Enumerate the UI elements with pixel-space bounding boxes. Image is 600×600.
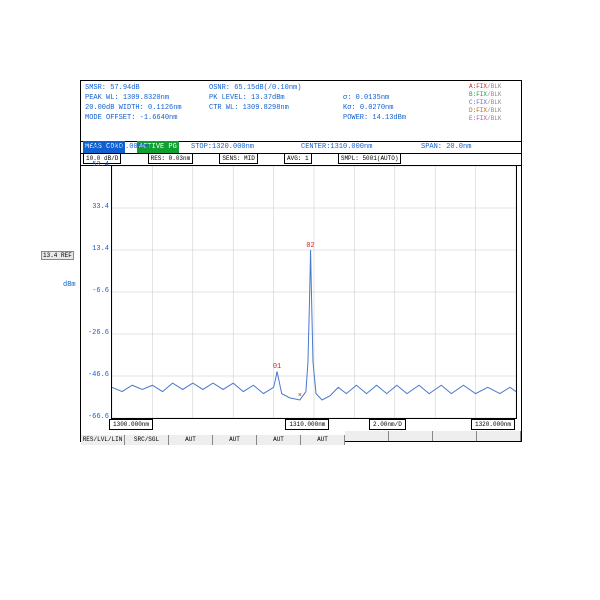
x-axis-bar: 1300.000nm 1310.000nm 2.00nm/D 1320.000n… xyxy=(81,419,521,431)
val: 1309.8298nm xyxy=(243,104,289,112)
avg-box[interactable]: AVG: 1 xyxy=(284,153,312,164)
softkey-row: RES/LVL/LINSRC/SGLAUTAUTAUTAUT xyxy=(81,431,521,441)
val: 0.0135nm xyxy=(356,94,390,102)
softkey[interactable]: SRC/SGL xyxy=(125,435,169,445)
sens-box[interactable]: SENS: MID xyxy=(219,153,257,164)
lbl: PEAK WL: xyxy=(85,94,119,102)
start: START:1300.000nm xyxy=(83,141,150,153)
x-center: 1310.000nm xyxy=(285,419,329,430)
val: 13.37dBm xyxy=(251,94,285,102)
x-right: 1320.000nm xyxy=(471,419,515,430)
lbl: POWER: xyxy=(343,114,368,122)
softkey[interactable]: AUT xyxy=(213,435,257,445)
softkey[interactable] xyxy=(345,431,389,441)
res-box[interactable]: RES: 0.03nm xyxy=(148,153,194,164)
val: 14.13dBm xyxy=(372,114,406,122)
span: SPAN: 20.0nm xyxy=(421,141,471,153)
softkey[interactable]: RES/LVL/LIN xyxy=(81,435,125,445)
marker: 01 xyxy=(273,363,281,371)
val: 65.15dB(/0.10nm) xyxy=(234,84,301,92)
center: CENTER:1310.000nm xyxy=(301,141,372,153)
y-unit: dBm xyxy=(63,281,76,289)
legend-item: C:FIX/BLK xyxy=(469,99,519,107)
marker: 02 xyxy=(306,242,314,250)
val: 0.0270nm xyxy=(360,104,394,112)
legend-item: D:FIX/BLK xyxy=(469,107,519,115)
x-left: 1300.000nm xyxy=(109,419,153,430)
legend-item: B:FIX/BLK xyxy=(469,91,519,99)
lbl: CTR WL: xyxy=(209,104,238,112)
hdr-col2: OSNR: 65.15dB(/0.10nm) PK LEVEL: 13.37dB… xyxy=(209,83,339,113)
ref-marker: 13.4 REF xyxy=(41,251,74,260)
lbl: 20.00dB WIDTH: xyxy=(85,104,144,112)
softkey[interactable]: AUT xyxy=(301,435,345,445)
x-perdiv: 2.00nm/D xyxy=(369,419,406,430)
lbl: MODE OFFSET: xyxy=(85,114,135,122)
val: -1.6640nm xyxy=(140,114,178,122)
y-tick: 33.4 xyxy=(81,203,109,211)
trace-legend: A:FIX/BLKB:FIX/BLKC:FIX/BLKD:FIX/BLKE:FI… xyxy=(469,83,519,123)
smpl-box[interactable]: SMPL: 5001(AUTO) xyxy=(338,153,402,164)
spectrum-plot: 01 02 × xyxy=(111,165,517,419)
y-tick: -46.6 xyxy=(81,371,109,379)
y-tick: 53.4 xyxy=(81,161,109,169)
legend-item: E:FIX/BLK xyxy=(469,115,519,123)
val: 1309.8320nm xyxy=(123,94,169,102)
lbl: Kσ: xyxy=(343,104,356,112)
softkey[interactable]: AUT xyxy=(169,435,213,445)
y-tick: -26.6 xyxy=(81,329,109,337)
stop: STOP:1320.000nm xyxy=(191,141,254,153)
softkey[interactable] xyxy=(389,431,433,441)
plot-svg xyxy=(112,166,516,418)
y-tick: -6.6 xyxy=(81,287,109,295)
softkey[interactable]: AUT xyxy=(257,435,301,445)
softkey[interactable] xyxy=(477,431,521,441)
val: 57.94dB xyxy=(110,84,139,92)
legend-item: A:FIX/BLK xyxy=(469,83,519,91)
lbl: σ: xyxy=(343,94,351,102)
marker: × xyxy=(298,392,302,400)
header-info: SMSR: 57.94dB PEAK WL: 1309.8320nm 20.00… xyxy=(81,81,521,142)
lbl: SMSR: xyxy=(85,84,106,92)
analyzer-window: SMSR: 57.94dB PEAK WL: 1309.8320nm 20.00… xyxy=(80,80,522,442)
softkey[interactable] xyxy=(433,431,477,441)
y-tick: 13.4 xyxy=(81,245,109,253)
lbl: PK LEVEL: xyxy=(209,94,247,102)
hdr-col1: SMSR: 57.94dB PEAK WL: 1309.8320nm 20.00… xyxy=(85,83,205,123)
hdr-col3: σ: 0.0135nm Kσ: 0.0270nm POWER: 14.13dBm xyxy=(343,83,463,123)
val: 0.1126nm xyxy=(148,104,182,112)
lbl: OSNR: xyxy=(209,84,230,92)
